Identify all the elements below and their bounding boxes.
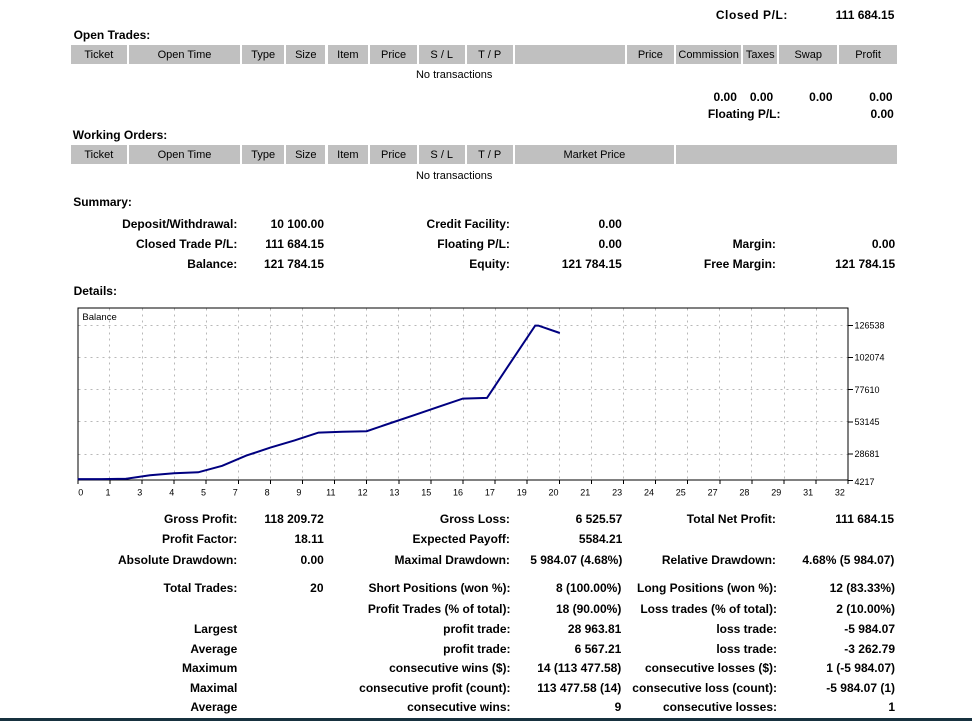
svg-text:20: 20 — [548, 487, 558, 497]
svg-text:1: 1 — [105, 487, 110, 497]
svg-text:5: 5 — [201, 487, 206, 497]
svg-text:102074: 102074 — [855, 353, 885, 363]
svg-text:Balance: Balance — [82, 312, 116, 323]
svg-text:21: 21 — [580, 487, 590, 497]
svg-text:53145: 53145 — [855, 417, 880, 427]
svg-text:9: 9 — [296, 487, 301, 497]
svg-text:7: 7 — [233, 487, 238, 497]
svg-text:3: 3 — [137, 487, 142, 497]
svg-text:24: 24 — [644, 487, 654, 497]
svg-text:28681: 28681 — [855, 449, 880, 459]
svg-text:4217: 4217 — [855, 477, 875, 487]
svg-text:0: 0 — [78, 487, 83, 497]
svg-text:16: 16 — [453, 487, 463, 497]
svg-text:15: 15 — [421, 487, 431, 497]
svg-text:13: 13 — [389, 487, 399, 497]
svg-text:126538: 126538 — [855, 320, 885, 330]
svg-text:29: 29 — [771, 487, 781, 497]
svg-text:17: 17 — [485, 487, 495, 497]
svg-text:8: 8 — [265, 487, 270, 497]
svg-text:12: 12 — [358, 487, 368, 497]
svg-text:25: 25 — [676, 487, 686, 497]
svg-text:31: 31 — [803, 487, 813, 497]
svg-text:11: 11 — [326, 487, 335, 497]
svg-text:27: 27 — [708, 487, 718, 497]
svg-text:28: 28 — [739, 487, 749, 497]
svg-text:32: 32 — [835, 487, 845, 497]
svg-text:23: 23 — [612, 487, 622, 497]
svg-text:4: 4 — [169, 487, 174, 497]
svg-text:77610: 77610 — [855, 385, 880, 395]
svg-text:19: 19 — [517, 487, 527, 497]
